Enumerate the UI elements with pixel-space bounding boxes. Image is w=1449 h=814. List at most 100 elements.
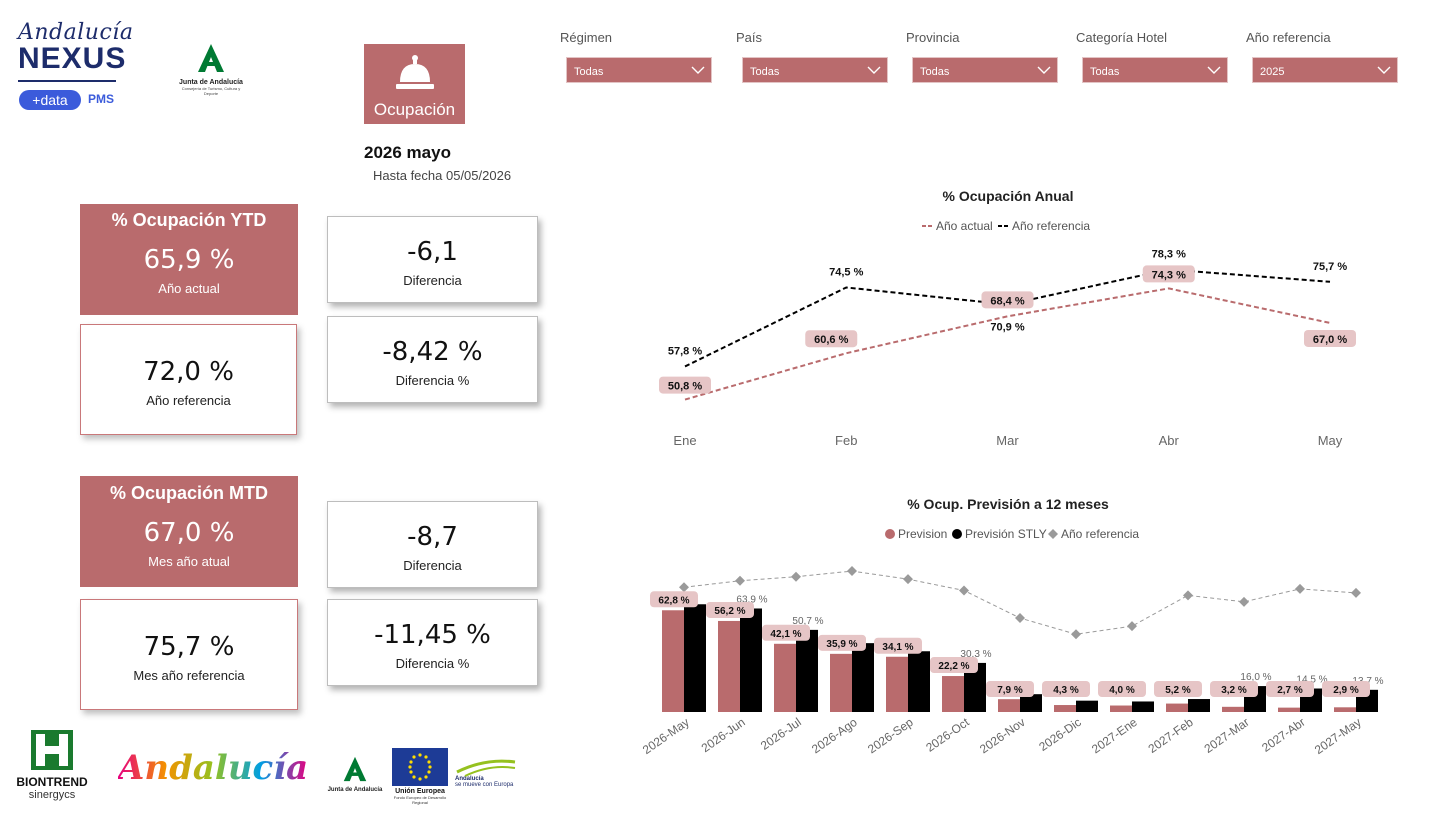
data-label-bg [1098,681,1146,697]
andalucia-color-logo: Andalucía [118,748,308,788]
mueve-europa-logo: Andalucía se mueve con Europa [455,759,516,788]
data-label-stly: 50,7 % [792,616,823,627]
filter-anio-value: 2025 [1260,66,1285,78]
bar-stly [684,604,706,712]
series-line-ref [683,570,1357,635]
bar-prevision [1278,707,1300,712]
service-bell-icon [396,55,434,89]
bar-prevision [774,643,796,712]
filter-categoria-value: Todas [1090,66,1120,78]
bar-chart: Prevision Previsión STLY Año referencia 63,… [640,527,1384,757]
filter-provincia-dropdown[interactable]: Todas [912,57,1058,83]
filter-anio-dropdown[interactable]: 2025 [1252,57,1398,83]
filter-pais-value: Todas [750,66,780,78]
line-chart: Año actual Año referencia 57,8 % 74,5 % 70,9… [659,219,1356,448]
bar-prevision [830,653,852,712]
ue-caption: Unión Europea Fondo Europeo de Desarroll… [388,788,452,805]
data-label-stly: 16,0 % [1240,672,1271,683]
ytd-diffpct-card: -8,42 % Diferencia % [327,316,538,403]
data-label-text: 42,1 % [770,629,801,640]
x-tick-label: 2027-Ene [1089,715,1140,757]
as-of-date: Hasta fecha 05/05/2026 [373,168,512,183]
data-label-text: 4,0 % [1109,685,1135,696]
data-label-text: 74,3 % [1152,269,1186,281]
junta-name: Junta de Andalucía [179,79,243,86]
data-label-actual: 74,3 % [1142,265,1195,283]
eu-stars-icon [408,753,432,781]
filter-pais-dropdown[interactable]: Todas [742,57,888,83]
ytd-ref-card: 72,0 % Año referencia [80,324,297,435]
filter-provincia-label: Provincia [906,30,960,45]
data-label-prevision: 22,2 % [930,657,978,674]
data-label-stly: 13,7 % [1352,676,1383,687]
x-tick-label: Mar [996,433,1019,448]
ref-marker [735,575,745,586]
bar-prevision [1334,707,1356,712]
data-label-stly: 14,5 % [1296,675,1327,686]
ytd-actual-card: % Ocupación YTD 65,9 % Año actual [80,204,298,315]
x-tick-label: 2026-Nov [977,715,1028,756]
filter-regimen-dropdown[interactable]: Todas [566,57,712,83]
section-tile[interactable]: Ocupación [364,44,465,124]
bar-stly [852,643,874,712]
bar-chart-title: % Ocup. Previsión a 12 meses [907,496,1109,512]
mtd-diffpct-label: Diferencia % [395,656,470,671]
data-label-bg [818,634,866,651]
data-badge: +data [19,90,81,110]
data-label-prevision: 2,7 % [1266,681,1314,697]
data-label-bg [1154,681,1202,697]
data-label-text: 68,4 % [990,295,1024,307]
filter-categoria-dropdown[interactable]: Todas [1082,57,1228,83]
filter-pais-label: País [736,30,763,45]
mtd-title: % Ocupación MTD [109,483,268,503]
data-label-text: 67,0 % [1313,334,1347,346]
data-label-prevision: 3,2 % [1210,681,1258,697]
mueve-swoosh-icon [456,759,516,777]
ytd-title: % Ocupación YTD [111,210,267,230]
data-label-bg [1322,681,1370,697]
mueve-line2: se mueve con Europa [455,782,514,788]
ref-marker [959,585,969,596]
ytd-actual-value: 65,9 % [143,245,235,275]
biontrend-name: BIONTREND [16,775,88,789]
data-label-actual: 60,6 % [805,330,858,348]
data-label-prevision: 4,3 % [1042,681,1090,697]
data-label-bg [1266,681,1314,697]
x-tick-label: 2027-May [1312,715,1364,757]
data-label-text: 22,2 % [938,661,969,672]
chevron-down-icon [1377,66,1391,74]
ref-marker [1127,621,1137,632]
legend-swatch-ref [1048,529,1058,539]
data-label-actual: 50,8 % [659,376,711,394]
mtd-actual-label: Mes año atual [148,554,230,569]
data-label-text: 35,9 % [826,639,857,650]
chevron-down-icon [691,66,705,74]
data-label-text: 4,3 % [1053,685,1079,696]
legend-label-ref: Año referencia [1061,527,1139,541]
bar-stly [1020,694,1042,712]
bar-stly [964,662,986,712]
section-label: Ocupación [373,100,456,119]
data-label-stly: 63,9 % [736,594,767,605]
mtd-ref-label: Mes año referencia [133,668,245,683]
data-label-text: 3,2 % [1221,685,1247,696]
bar-prevision [998,699,1020,712]
series-line-ref [684,268,1331,368]
data-label-text: 2,7 % [1277,685,1303,696]
data-label-text: 56,2 % [714,606,745,617]
bar-stly [740,608,762,712]
ytd-diffpct-value: -8,42 % [382,337,483,367]
bar-prevision [1054,705,1076,712]
x-tick-label: 2026-Sep [865,715,916,757]
ref-marker [903,574,913,585]
x-tick-label: 2026-Jun [699,715,748,755]
bar-stly [1188,699,1210,712]
ref-marker [791,571,801,582]
junta-bottom-name: Junta de Andalucía [327,787,383,793]
data-label-actual: 68,4 % [981,291,1034,309]
legend-swatch-prevision [885,529,895,539]
ytd-diff-card: -6,1 Diferencia [327,216,538,303]
data-label-prevision: 2,9 % [1322,681,1370,697]
period-title: 2026 mayo [364,143,451,162]
x-tick-label: 2027-Abr [1259,715,1307,755]
